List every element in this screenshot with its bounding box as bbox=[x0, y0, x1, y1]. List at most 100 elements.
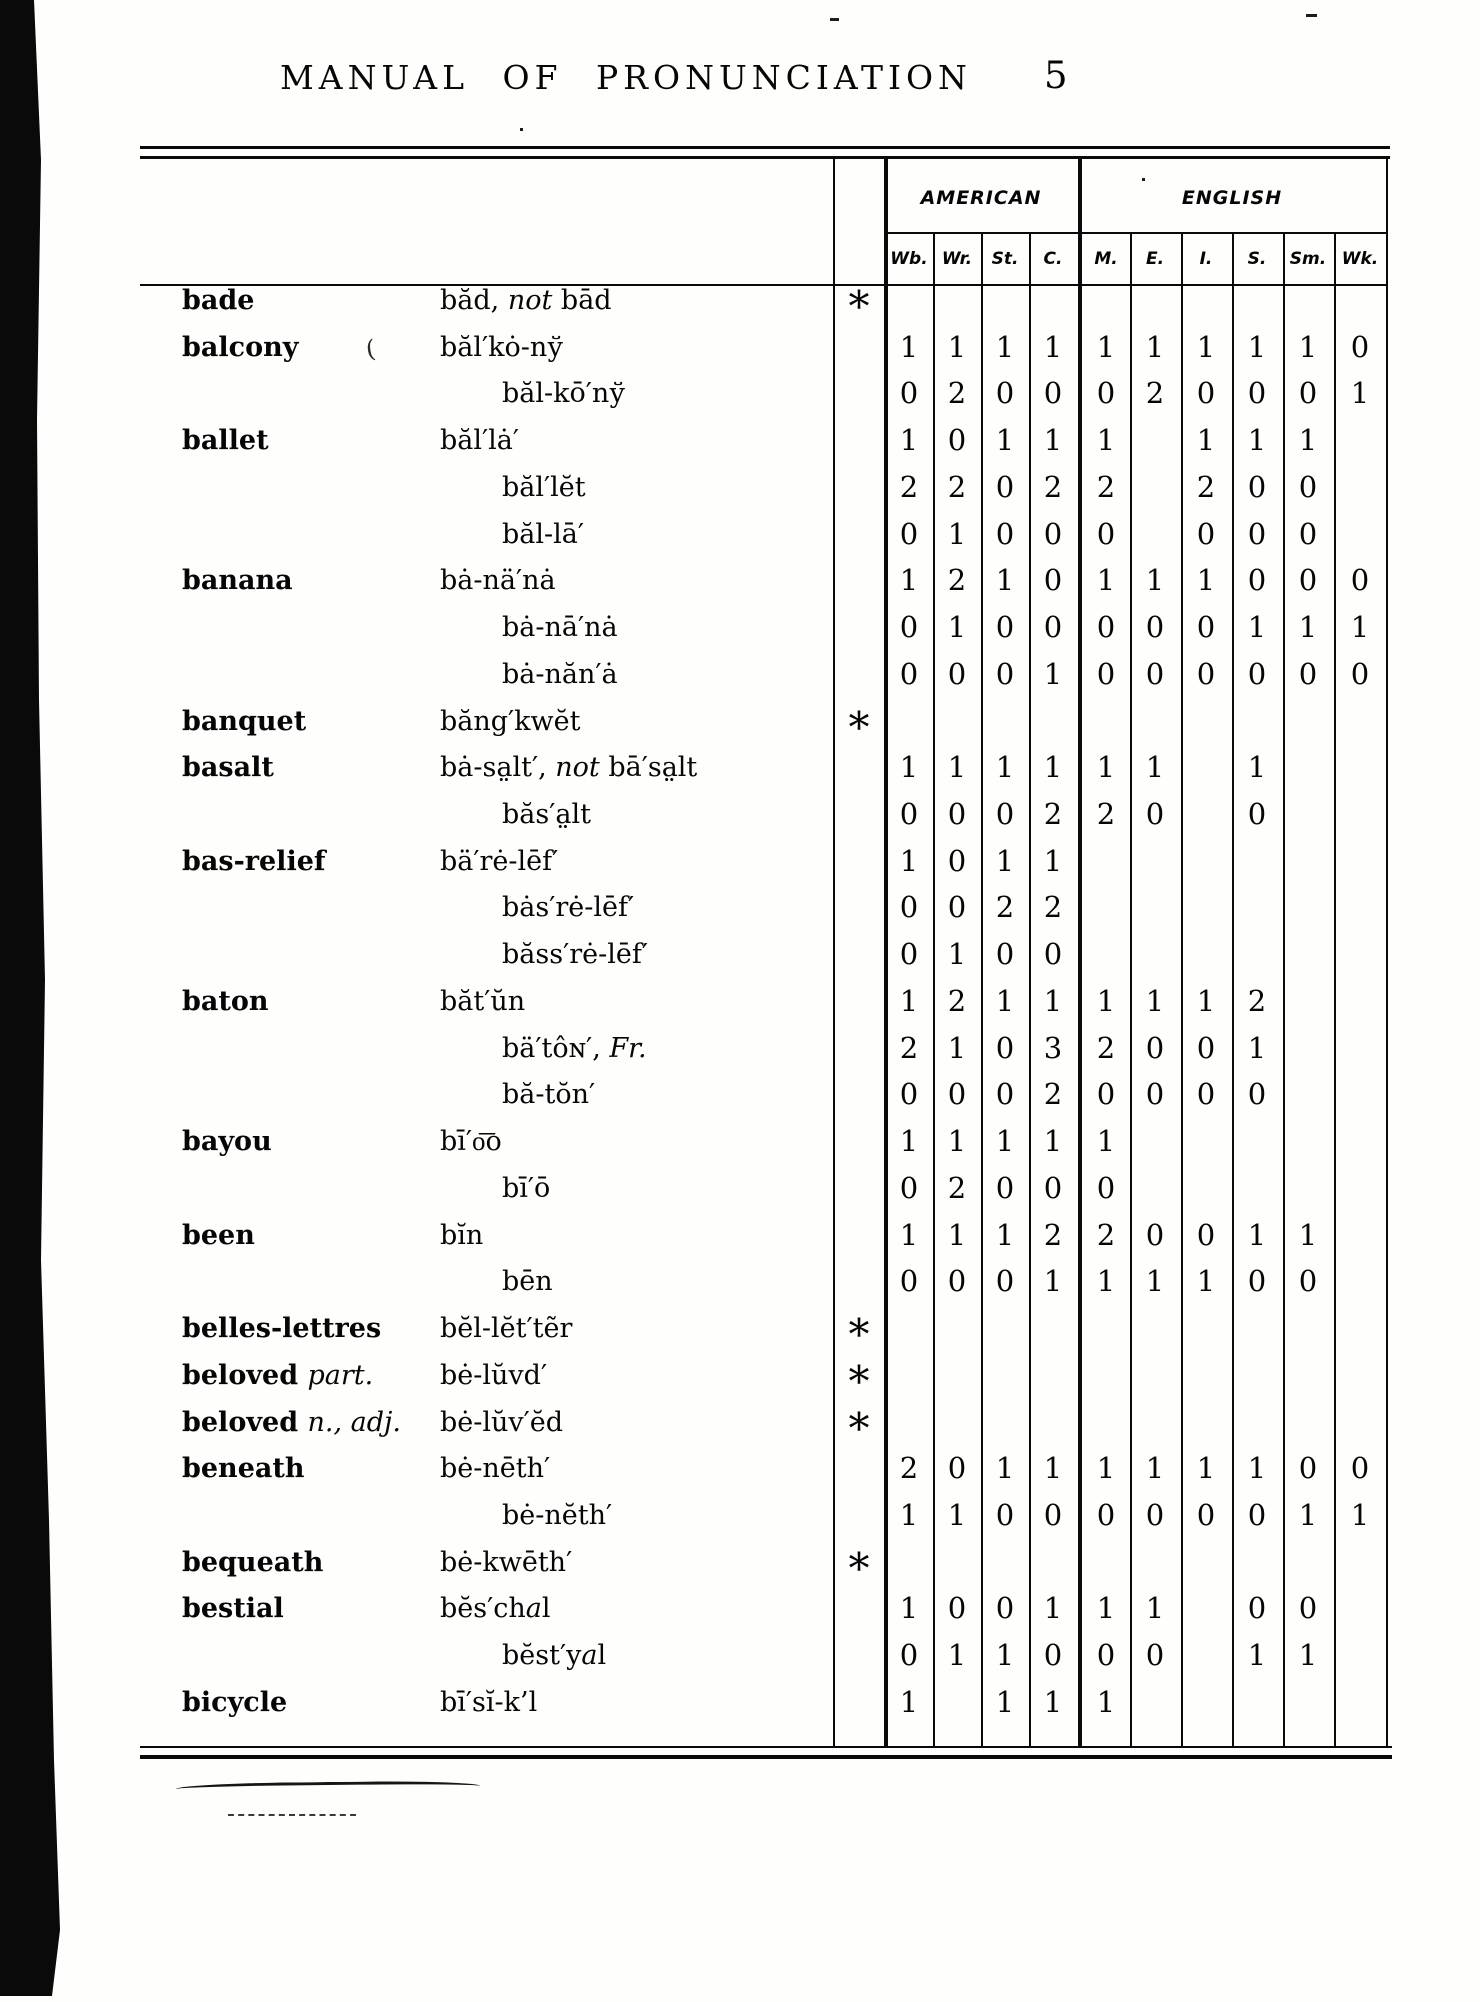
value-cell: 0 bbox=[1247, 1077, 1267, 1112]
value-cell: 0 bbox=[899, 1170, 919, 1205]
word-cell: banana bbox=[182, 565, 293, 597]
table-row: bä′tôɴ′, Fr. 2 1 0 3 2 0 0 1 bbox=[0, 1025, 1480, 1072]
pronunciation-cell: bȧ-năn′ȧ bbox=[502, 658, 618, 690]
pronunciation-cell: bä′rė-lēf′ bbox=[440, 845, 559, 877]
value-cell: 1 bbox=[1096, 1124, 1116, 1159]
value-cell: 0 bbox=[899, 376, 919, 411]
value-cell: 0 bbox=[947, 797, 967, 832]
table-row: băl-kō′nў 0 2 0 0 0 2 0 0 0 1 bbox=[0, 370, 1480, 417]
value-cell: 0 bbox=[1247, 1264, 1267, 1299]
value-cell: 1 bbox=[995, 423, 1015, 458]
value-cell: 1 bbox=[995, 329, 1015, 364]
column-line bbox=[1029, 234, 1031, 1747]
value-cell: 0 bbox=[995, 797, 1015, 832]
value-cell: 1 bbox=[995, 563, 1015, 598]
value-cell: 1 bbox=[899, 1124, 919, 1159]
scan-speck bbox=[830, 18, 839, 21]
value-cell: 0 bbox=[1096, 610, 1116, 645]
table-row: bēn 0 0 0 1 1 1 1 0 0 bbox=[0, 1258, 1480, 1305]
value-cell: 2 bbox=[1043, 797, 1063, 832]
value-cell: 0 bbox=[1096, 1170, 1116, 1205]
value-cell: 0 bbox=[1350, 329, 1370, 364]
value-cell: 0 bbox=[1145, 1638, 1165, 1673]
value-cell: 1 bbox=[1043, 656, 1063, 691]
value-cell: 1 bbox=[899, 750, 919, 785]
pronunciation-cell: bȧs′rė-lēf′ bbox=[502, 892, 635, 924]
pronunciation-cell: bēn bbox=[502, 1266, 553, 1298]
value-cell: 0 bbox=[1096, 656, 1116, 691]
table-row: belles-lettres bĕl-lĕt′tẽr * bbox=[0, 1305, 1480, 1356]
value-cell: 0 bbox=[947, 1591, 967, 1626]
value-cell: 1 bbox=[995, 1638, 1015, 1673]
column-line bbox=[1130, 234, 1132, 1747]
value-cell: 1 bbox=[1298, 329, 1318, 364]
value-cell: 0 bbox=[1196, 376, 1216, 411]
value-cell: 1 bbox=[1096, 1591, 1116, 1626]
value-cell: 1 bbox=[1043, 1124, 1063, 1159]
value-cell: 0 bbox=[1096, 1077, 1116, 1112]
column-header: E. bbox=[1145, 249, 1165, 269]
value-cell: 1 bbox=[947, 1217, 967, 1252]
pronunciation-cell: bȧ-sa̤lt′, not bā′sa̤lt bbox=[440, 752, 698, 784]
value-cell: 0 bbox=[899, 1638, 919, 1673]
asterisk-marker: * bbox=[848, 1403, 870, 1453]
value-cell: 2 bbox=[1247, 983, 1267, 1018]
value-cell: 2 bbox=[1096, 469, 1116, 504]
value-cell: 0 bbox=[1298, 469, 1318, 504]
value-cell: 0 bbox=[1196, 1077, 1216, 1112]
value-cell: 0 bbox=[899, 656, 919, 691]
table-top-rule-2 bbox=[140, 156, 1390, 159]
value-cell: 1 bbox=[1096, 1684, 1116, 1719]
pronunciation-cell: băs′a̤lt bbox=[502, 799, 591, 831]
value-cell: 0 bbox=[1145, 1217, 1165, 1252]
value-cell: 0 bbox=[995, 1591, 1015, 1626]
column-header-rule bbox=[140, 284, 1388, 286]
value-cell: 0 bbox=[1196, 1217, 1216, 1252]
value-cell: 0 bbox=[995, 1030, 1015, 1065]
value-cell: 2 bbox=[899, 1451, 919, 1486]
scan-speck bbox=[1306, 14, 1317, 17]
value-cell: 1 bbox=[1043, 843, 1063, 878]
value-cell: 2 bbox=[1196, 469, 1216, 504]
value-cell: 1 bbox=[947, 1497, 967, 1532]
table-top-rule bbox=[140, 146, 1390, 149]
value-cell: 0 bbox=[1145, 656, 1165, 691]
value-cell: 0 bbox=[1145, 1077, 1165, 1112]
value-cell: 0 bbox=[1145, 1497, 1165, 1532]
table-row: bȧs′rė-lēf′ 0 0 2 2 bbox=[0, 884, 1480, 931]
value-cell: 0 bbox=[1145, 610, 1165, 645]
value-cell: 1 bbox=[1196, 1451, 1216, 1486]
value-cell: 0 bbox=[1298, 516, 1318, 551]
table-row: băs′a̤lt 0 0 0 2 2 0 0 bbox=[0, 791, 1480, 838]
value-cell: 0 bbox=[899, 1077, 919, 1112]
value-cell: 0 bbox=[1096, 1638, 1116, 1673]
value-cell: 1 bbox=[995, 983, 1015, 1018]
column-header: Wk. bbox=[1341, 249, 1379, 269]
value-cell: 1 bbox=[1350, 376, 1370, 411]
value-cell: 0 bbox=[1196, 1497, 1216, 1532]
value-cell: 1 bbox=[899, 563, 919, 598]
value-cell: 1 bbox=[995, 1684, 1015, 1719]
table-row: bė-nĕth′ 1 1 0 0 0 0 0 0 1 1 bbox=[0, 1492, 1480, 1539]
word-cell: bicycle bbox=[182, 1686, 288, 1718]
table-row: baton băt′ŭn 1 2 1 1 1 1 1 2 bbox=[0, 978, 1480, 1025]
pronunciation-cell: bī′ō bbox=[502, 1172, 551, 1204]
pronunciation-cell: bī′sĭ-k’l bbox=[440, 1686, 538, 1718]
value-cell: 0 bbox=[947, 1451, 967, 1486]
column-line bbox=[1334, 234, 1336, 1747]
word-cell: banquet bbox=[182, 705, 307, 737]
value-cell: 1 bbox=[1145, 329, 1165, 364]
value-cell: 0 bbox=[1247, 516, 1267, 551]
value-cell: 0 bbox=[1350, 563, 1370, 598]
value-cell: 0 bbox=[947, 890, 967, 925]
table-row: ballet băl′lȧ′ 1 0 1 1 1 1 1 1 bbox=[0, 417, 1480, 464]
word-cell: been bbox=[182, 1219, 255, 1251]
value-cell: 0 bbox=[1043, 1170, 1063, 1205]
value-cell: 1 bbox=[1196, 329, 1216, 364]
pronunciation-cell: băss′rė-lēf′ bbox=[502, 939, 648, 971]
value-cell: 1 bbox=[899, 1591, 919, 1626]
value-cell: 1 bbox=[1247, 610, 1267, 645]
pronunciation-cell: bĕst′yal bbox=[502, 1640, 607, 1672]
value-cell: 0 bbox=[947, 423, 967, 458]
value-cell: 1 bbox=[1043, 750, 1063, 785]
